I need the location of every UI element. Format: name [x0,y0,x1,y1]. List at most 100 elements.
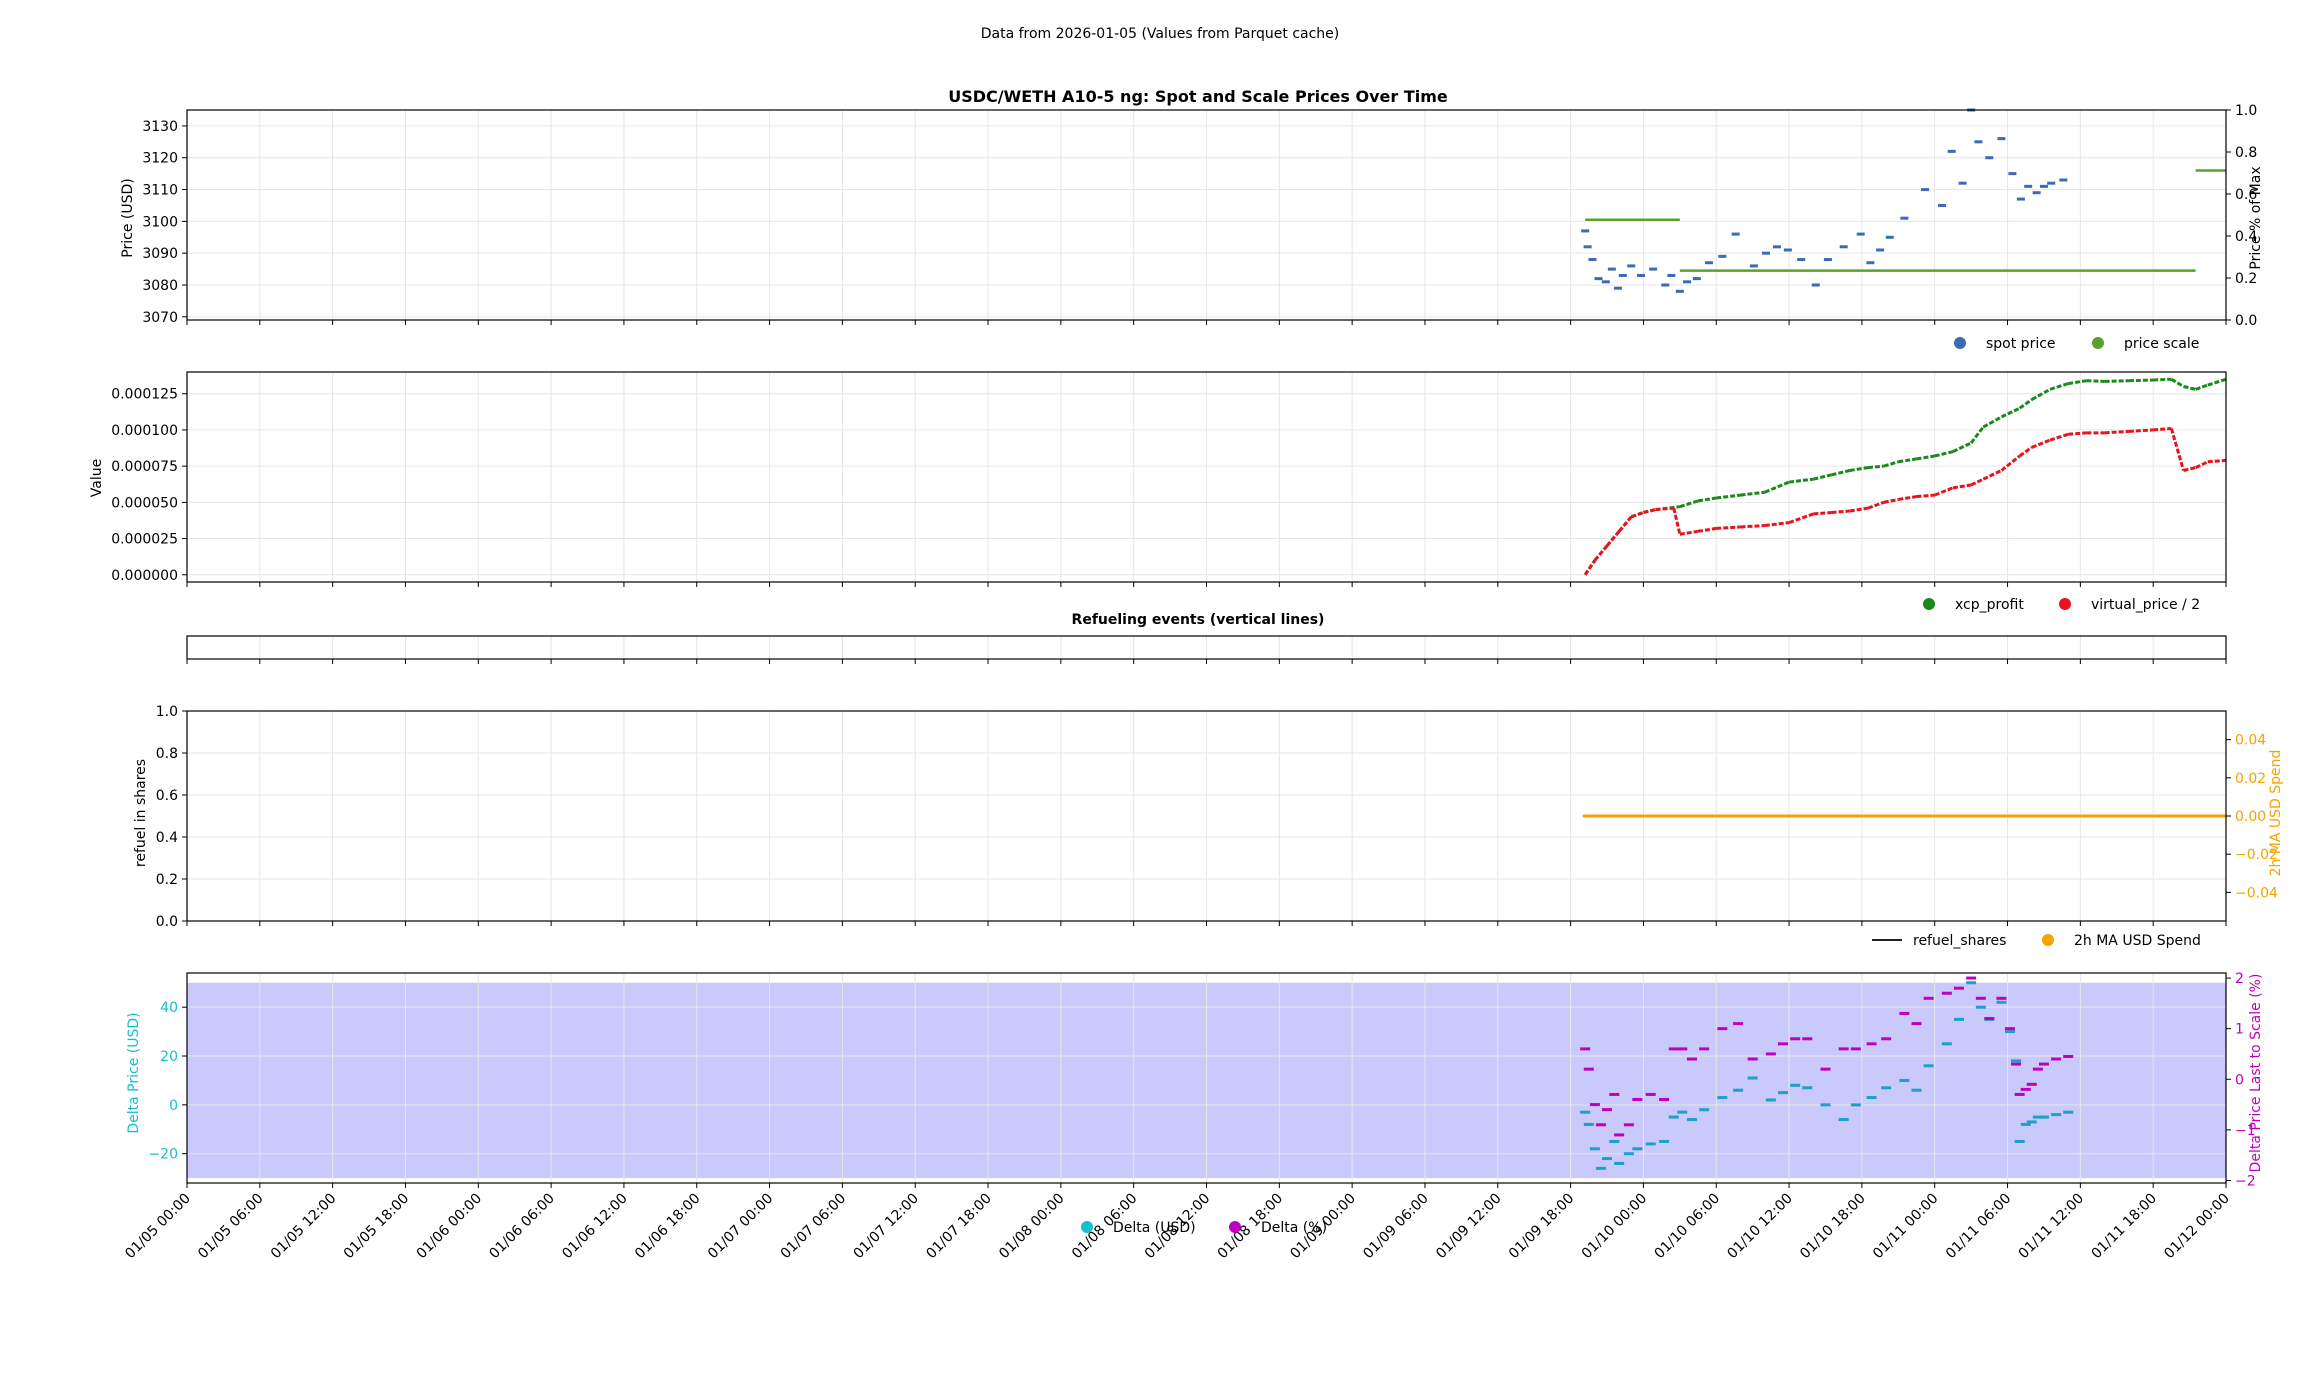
delta-pct-mark [1881,1037,1892,1041]
delta-usd-mark [1659,1139,1670,1143]
xcp-profit-mark [1883,460,1899,468]
panel-prices-title: USDC/WETH A10-5 ng: Spot and Scale Price… [948,87,1448,106]
panel-prices: USDC/WETH A10-5 ng: Spot and Scale Price… [120,87,2264,352]
x-tick-label: 01/06 06:00 [486,1191,558,1263]
virtual-price-mark [1618,515,1633,533]
delta-pct-mark [2020,1087,2031,1091]
xcp-profit-mark [1740,490,1765,497]
delta-pct-mark [2038,1062,2049,1066]
legend-marker-delta-pct [1229,1221,1241,1233]
y-tick-label: 3070 [142,310,178,326]
y-tick-label: 0.0 [156,914,178,930]
delta-pct-mark [1677,1047,1688,1051]
delta-usd-mark [1899,1078,1910,1082]
panel-prices-legend: spot price price scale [1954,336,2199,352]
spot-price-mark [2039,184,2048,188]
x-tick-label: 01/08 00:00 [996,1191,1068,1263]
spot-price-mark [1783,248,1792,252]
x-tick-label: 01/07 06:00 [778,1191,850,1263]
spot-price-mark [1839,245,1848,249]
spot-price-mark [1797,258,1806,262]
spot-price-mark [1985,156,1994,160]
y-tick-label: 40 [160,1000,178,1016]
delta-pct-mark [1686,1057,1697,1061]
delta-usd-mark [1595,1166,1606,1170]
delta-usd-mark [2051,1113,2062,1117]
delta-usd-mark [1717,1096,1728,1100]
delta-usd-mark [1614,1161,1625,1165]
spot-price-mark [1661,283,1670,287]
xcp-profit-mark [2049,382,2069,391]
delta-usd-mark [1923,1064,1934,1068]
delta-pct-mark [1966,976,1977,980]
virtual-price-mark [2018,446,2033,458]
delta-pct-mark [1778,1042,1789,1046]
virtual-price-mark [2104,429,2129,435]
virtual-price-mark [1605,530,1621,547]
delta-pct-mark [1609,1092,1620,1096]
y-tick-label: 0.2 [156,872,178,888]
spot-price-mark [1581,229,1590,233]
delta-pct-mark [1941,991,1952,995]
spot-price-mark [1601,280,1610,284]
delta-pct-mark [1802,1037,1813,1041]
axes-frame-4 [186,710,2227,922]
virtual-price-mark [2068,431,2087,436]
delta-usd-mark [1953,1017,1964,1021]
xcp-profit-mark [1898,457,1917,464]
spot-price-mark [2016,197,2025,201]
spot-price-mark [1649,267,1658,271]
virtual-price-mark [2153,426,2172,432]
panel-refuel-legend: refuel_shares 2h MA USD Spend [1872,933,2201,949]
delta-pct-mark [2004,1027,2015,1031]
axes-frame-3 [186,635,2227,660]
delta-usd-mark [1881,1086,1892,1090]
panel-prices-y2label: Price % of Max [2248,166,2264,269]
delta-usd-mark [2004,1030,2015,1034]
y2-tick-label: −1 [2235,1123,2256,1139]
x-tick-label: 01/07 00:00 [705,1191,777,1263]
xcp-profit-mark [1697,496,1717,503]
x-tick-label: 01/06 18:00 [632,1191,704,1263]
delta-usd-mark [2020,1122,2031,1126]
marks-5 [1580,976,2074,1170]
delta-pct-mark [1595,1123,1606,1127]
delta-pct-mark [1717,1027,1728,1031]
delta-pct-mark [1632,1098,1643,1102]
delta-usd-mark [1911,1088,1922,1092]
y-tick-label: 3080 [142,278,178,294]
xcp-profit-mark [2195,383,2209,391]
y2-tick-label: 0.0 [2235,313,2257,329]
virtual-price-mark [1952,483,1972,490]
virtual-price-mark [1740,524,1765,529]
legend-marker-vp [2059,598,2071,610]
legend-marker-xcp [1923,598,1935,610]
spot-price-mark [1683,280,1692,284]
delta-pct-mark [1614,1133,1625,1137]
legend-label-scale: price scale [2124,336,2199,352]
spot-price-mark [1704,261,1713,265]
xcp-profit-mark [1812,473,1832,481]
y2-tick-label: 0.6 [2235,187,2257,203]
delta-pct-mark [2051,1057,2062,1061]
xcp-profit-mark [2153,377,2172,382]
x-tick-label: 01/05 06:00 [195,1191,267,1263]
delta-pct-mark [1790,1037,1801,1041]
spot-price-mark [1731,232,1740,236]
spot-price-mark [1667,273,1676,277]
xcp-profit-mark [2086,379,2105,383]
x-tick-label: 01/09 06:00 [1360,1191,1432,1263]
virtual-price-mark [1764,521,1790,528]
spot-price-mark [1921,188,1930,192]
x-tick-label: 01/11 00:00 [1870,1191,1942,1263]
spot-price-mark [1823,258,1832,262]
legend-label-vp: virtual_price / 2 [2091,597,2200,613]
spot-price-mark [1947,149,1956,153]
y2-tick-label: 0.2 [2235,271,2257,287]
axes-1: 3070 3080 3090 3100 3110 3120 3130 0.0 0.2 0.4 0.6… [142,103,2257,329]
delta-usd-mark [1765,1098,1776,1102]
panel-delta: Delta Price (USD) Delta Price Last to Sc… [126,971,2264,1189]
delta-pct-mark [1899,1011,1910,1015]
x-tick-label: 01/05 12:00 [268,1191,340,1263]
virtual-price-mark [2031,438,2051,449]
